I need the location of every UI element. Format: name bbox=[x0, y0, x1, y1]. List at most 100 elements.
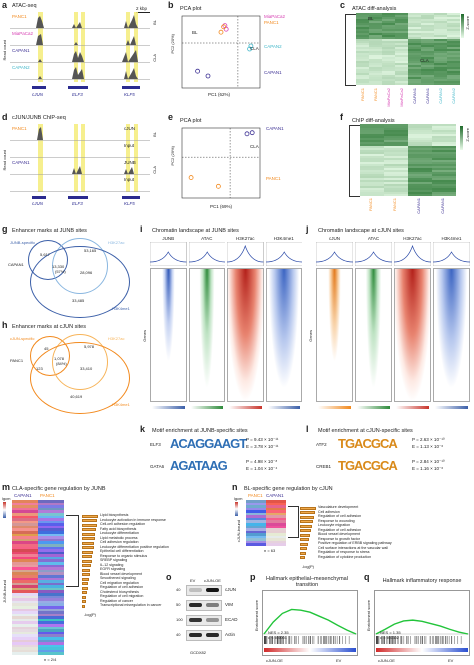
landscape-head: ATAC bbox=[201, 236, 213, 241]
panel-n-title: BL-specific gene regulation by cJUN bbox=[244, 486, 333, 492]
expression-cell bbox=[266, 520, 287, 524]
heatmap-cell bbox=[434, 25, 448, 28]
heatmap-cell bbox=[421, 65, 435, 68]
panel-label-f: f bbox=[340, 112, 343, 122]
heatmap-cell bbox=[447, 45, 461, 48]
heatmap-cell bbox=[447, 17, 461, 20]
heatmap-cell bbox=[408, 31, 422, 34]
panel-label-h: h bbox=[2, 320, 8, 330]
expression-cell bbox=[38, 500, 65, 503]
ylabel-read-count-d: Read count bbox=[2, 150, 7, 171]
enrichment-bar bbox=[300, 506, 316, 510]
motif-k-p-1: P = 4.98 × 10⁻⁸ bbox=[246, 459, 278, 464]
xlabel-pca-b: PC1 (62%) bbox=[208, 92, 231, 97]
heatmap-cell bbox=[360, 144, 385, 147]
blot-row-label: Actin bbox=[225, 632, 236, 637]
heatmap-cell bbox=[356, 17, 370, 20]
heatmap-cell bbox=[356, 41, 370, 44]
heatmap-cell bbox=[408, 192, 433, 195]
track-label-d-capan1: CAPAN1 bbox=[12, 160, 30, 165]
heatmap-cell bbox=[408, 75, 422, 78]
expression-cell bbox=[38, 533, 65, 537]
pca-point-capan1 bbox=[244, 131, 250, 137]
heatmap-cell bbox=[408, 73, 422, 76]
heatmap-cell bbox=[408, 132, 433, 135]
expression-cell bbox=[246, 510, 267, 514]
pca-b-legend-panc1: PANC1 bbox=[264, 20, 279, 25]
heatmap-cell bbox=[369, 75, 383, 78]
heatmap-cell bbox=[432, 172, 457, 175]
q-left: cJUN-OE bbox=[378, 658, 395, 663]
heatmap-cell bbox=[382, 17, 396, 20]
expression-cell bbox=[266, 507, 287, 511]
heatmap-cell bbox=[369, 43, 383, 46]
expression-cell bbox=[12, 649, 39, 653]
heatmap-cell bbox=[434, 33, 448, 36]
expression-cell bbox=[38, 652, 65, 656]
heatmap-cell bbox=[395, 41, 409, 44]
pca-b-legend-mia: MiaPaCa2 bbox=[264, 14, 286, 19]
heatmap-cell bbox=[384, 194, 409, 197]
heatmap-cell bbox=[432, 186, 457, 189]
enrichment-bar bbox=[82, 564, 91, 568]
heatmap-cell bbox=[395, 81, 409, 84]
heatmap-cell bbox=[408, 148, 433, 151]
heatmap-cell bbox=[369, 17, 383, 20]
col-f-2: CAPAN1 bbox=[416, 198, 421, 214]
heatmap-cell bbox=[369, 33, 383, 36]
heatmap-cell bbox=[408, 33, 422, 36]
heatmap-cell bbox=[434, 13, 448, 16]
heatmap-cell bbox=[408, 77, 422, 80]
heatmap-cell bbox=[432, 134, 457, 137]
enrichment-term: Cell-cell adhesion regulation bbox=[100, 522, 146, 526]
enrichment-bar bbox=[82, 573, 90, 577]
heatmap-f bbox=[360, 124, 457, 197]
enrichment-bar bbox=[300, 511, 315, 515]
expression-cell bbox=[246, 538, 267, 542]
expression-cell bbox=[38, 598, 65, 602]
heatmap-c-scale: Z-score bbox=[465, 16, 470, 30]
heatmap-cell bbox=[434, 75, 448, 78]
heatmap-cell bbox=[395, 17, 409, 20]
enrichment-term: Regulation of cell adhesion bbox=[318, 514, 362, 518]
expression-cell bbox=[38, 502, 65, 506]
heatmap-cell bbox=[369, 29, 383, 32]
heatmap-cell bbox=[408, 174, 433, 177]
expression-cell bbox=[38, 538, 65, 542]
expression-cell bbox=[266, 525, 287, 529]
heatmap-cell bbox=[447, 39, 461, 42]
heatmap-cell bbox=[384, 128, 409, 131]
expression-cell bbox=[12, 608, 39, 612]
expression-cell bbox=[246, 530, 267, 534]
enrichment-term: Regulation of cancer bbox=[100, 598, 133, 603]
enrichment-bar bbox=[300, 551, 306, 555]
expression-cell bbox=[266, 543, 287, 547]
heatmap-cell bbox=[447, 13, 461, 16]
heatmap-cell bbox=[447, 71, 461, 74]
heatmap-cell bbox=[421, 71, 435, 74]
n-colorbar bbox=[235, 502, 238, 516]
heatmap-cell bbox=[395, 63, 409, 66]
venn-h-set-h3k4me1: H3K4me1 bbox=[112, 402, 130, 407]
expression-cell bbox=[38, 585, 65, 589]
gene-klf5-d: KLF5 bbox=[124, 201, 135, 206]
heatmap-cell bbox=[421, 45, 435, 48]
heatmap-cell bbox=[382, 27, 396, 30]
heatmap-cell bbox=[382, 79, 396, 82]
blot-band bbox=[206, 618, 219, 622]
venn-h-count-0: 1,078 bbox=[54, 356, 65, 361]
venn-g-set-h3k27ac: H3K27ac bbox=[108, 240, 125, 245]
landscape-profile bbox=[433, 242, 470, 266]
ylabel-read-count-a: Read count bbox=[2, 40, 7, 61]
venn-g-count-3: 28,096 bbox=[80, 270, 93, 275]
enrichment-term: Blood vessel development bbox=[318, 532, 360, 536]
expression-cell bbox=[12, 569, 39, 573]
expression-cell bbox=[12, 618, 39, 622]
heatmap-cell bbox=[360, 164, 385, 167]
heatmap-cell bbox=[432, 160, 457, 163]
heatmap-cell bbox=[369, 77, 383, 80]
heatmap-cell bbox=[447, 81, 461, 84]
heatmap-cell bbox=[432, 178, 457, 181]
enrichment-term: Leukocyte migration bbox=[318, 523, 351, 527]
heatmap-cell bbox=[408, 49, 422, 52]
